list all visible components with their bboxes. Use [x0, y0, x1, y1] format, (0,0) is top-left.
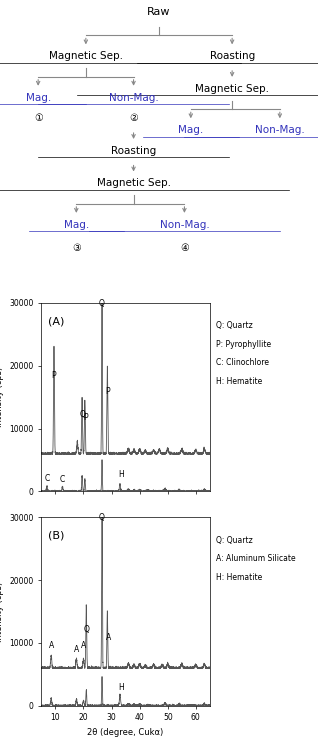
Text: Mag.: Mag. — [178, 125, 204, 135]
Text: H: Hematite: H: Hematite — [216, 573, 262, 582]
Text: (A): (A) — [48, 316, 65, 326]
Text: Non-Mag.: Non-Mag. — [255, 125, 305, 135]
Text: ②: ② — [129, 113, 138, 123]
Text: C: C — [60, 475, 65, 484]
Text: Q: Q — [79, 410, 85, 419]
Text: (B): (B) — [48, 531, 65, 540]
Text: P: P — [105, 387, 110, 396]
Text: Magnetic Sep.: Magnetic Sep. — [97, 178, 170, 188]
Text: H: H — [119, 470, 124, 479]
Text: P: P — [83, 413, 88, 422]
Text: Non-Mag.: Non-Mag. — [160, 219, 209, 230]
Text: Q: Quartz: Q: Quartz — [216, 536, 253, 545]
Text: Roasting: Roasting — [210, 51, 255, 61]
Text: C: C — [44, 474, 50, 483]
Text: Magnetic Sep.: Magnetic Sep. — [49, 51, 123, 61]
Text: A: Aluminum Silicate: A: Aluminum Silicate — [216, 554, 296, 563]
Text: ①: ① — [34, 113, 43, 123]
Text: A: A — [49, 641, 54, 650]
Text: ③: ③ — [72, 243, 81, 253]
Text: Q: Q — [99, 299, 105, 308]
Text: Non-Mag.: Non-Mag. — [109, 92, 158, 103]
Text: H: Hematite: H: Hematite — [216, 377, 262, 386]
Text: Q: Q — [99, 514, 105, 522]
Text: Raw: Raw — [147, 7, 171, 17]
Text: Mag.: Mag. — [64, 219, 89, 230]
Text: Magnetic Sep.: Magnetic Sep. — [195, 84, 269, 94]
X-axis label: 2θ (degree, Cukα): 2θ (degree, Cukα) — [87, 728, 164, 737]
Text: A: A — [74, 644, 79, 653]
Text: C: Clinochlore: C: Clinochlore — [216, 358, 269, 367]
Y-axis label: Intensity (cps): Intensity (cps) — [0, 367, 4, 427]
Text: H: H — [119, 683, 124, 692]
Y-axis label: Intensity (cps): Intensity (cps) — [0, 582, 4, 641]
Text: ④: ④ — [180, 243, 189, 253]
Text: A: A — [106, 633, 111, 641]
Text: Q: Q — [84, 624, 90, 633]
Text: P: P — [52, 371, 56, 380]
Text: Q: Quartz: Q: Quartz — [216, 321, 253, 330]
Text: P: Pyrophyllite: P: Pyrophyllite — [216, 340, 271, 349]
Text: Mag.: Mag. — [25, 92, 51, 103]
Text: A: A — [81, 641, 87, 650]
Text: Roasting: Roasting — [111, 146, 156, 156]
